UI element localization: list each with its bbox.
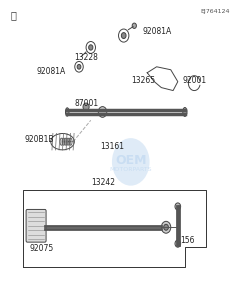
Text: 13228: 13228 [74, 53, 98, 62]
Text: EJ764124: EJ764124 [200, 9, 230, 14]
Text: 156: 156 [180, 236, 195, 245]
Circle shape [164, 224, 169, 230]
FancyBboxPatch shape [26, 209, 46, 242]
Text: 92001: 92001 [183, 76, 207, 85]
Text: 13242: 13242 [91, 178, 115, 187]
Circle shape [112, 138, 149, 186]
Circle shape [175, 240, 181, 247]
Circle shape [175, 203, 181, 210]
Text: 13161: 13161 [100, 142, 124, 151]
Text: MOTORPARTS: MOTORPARTS [109, 167, 152, 172]
Circle shape [89, 45, 93, 50]
Circle shape [83, 103, 89, 111]
Text: 92081A: 92081A [143, 27, 172, 36]
Ellipse shape [183, 107, 187, 116]
Text: 92081A: 92081A [37, 67, 66, 76]
Text: 13265: 13265 [131, 76, 155, 85]
Text: 87001: 87001 [74, 99, 99, 108]
Circle shape [121, 33, 126, 38]
Ellipse shape [65, 108, 69, 116]
Text: 92075: 92075 [30, 244, 54, 253]
Text: 🔧: 🔧 [11, 10, 17, 20]
Circle shape [77, 64, 81, 69]
Circle shape [98, 106, 107, 117]
Text: 920B1B: 920B1B [25, 135, 55, 144]
Circle shape [161, 221, 171, 233]
Circle shape [132, 23, 136, 28]
Text: OEM: OEM [115, 154, 147, 167]
